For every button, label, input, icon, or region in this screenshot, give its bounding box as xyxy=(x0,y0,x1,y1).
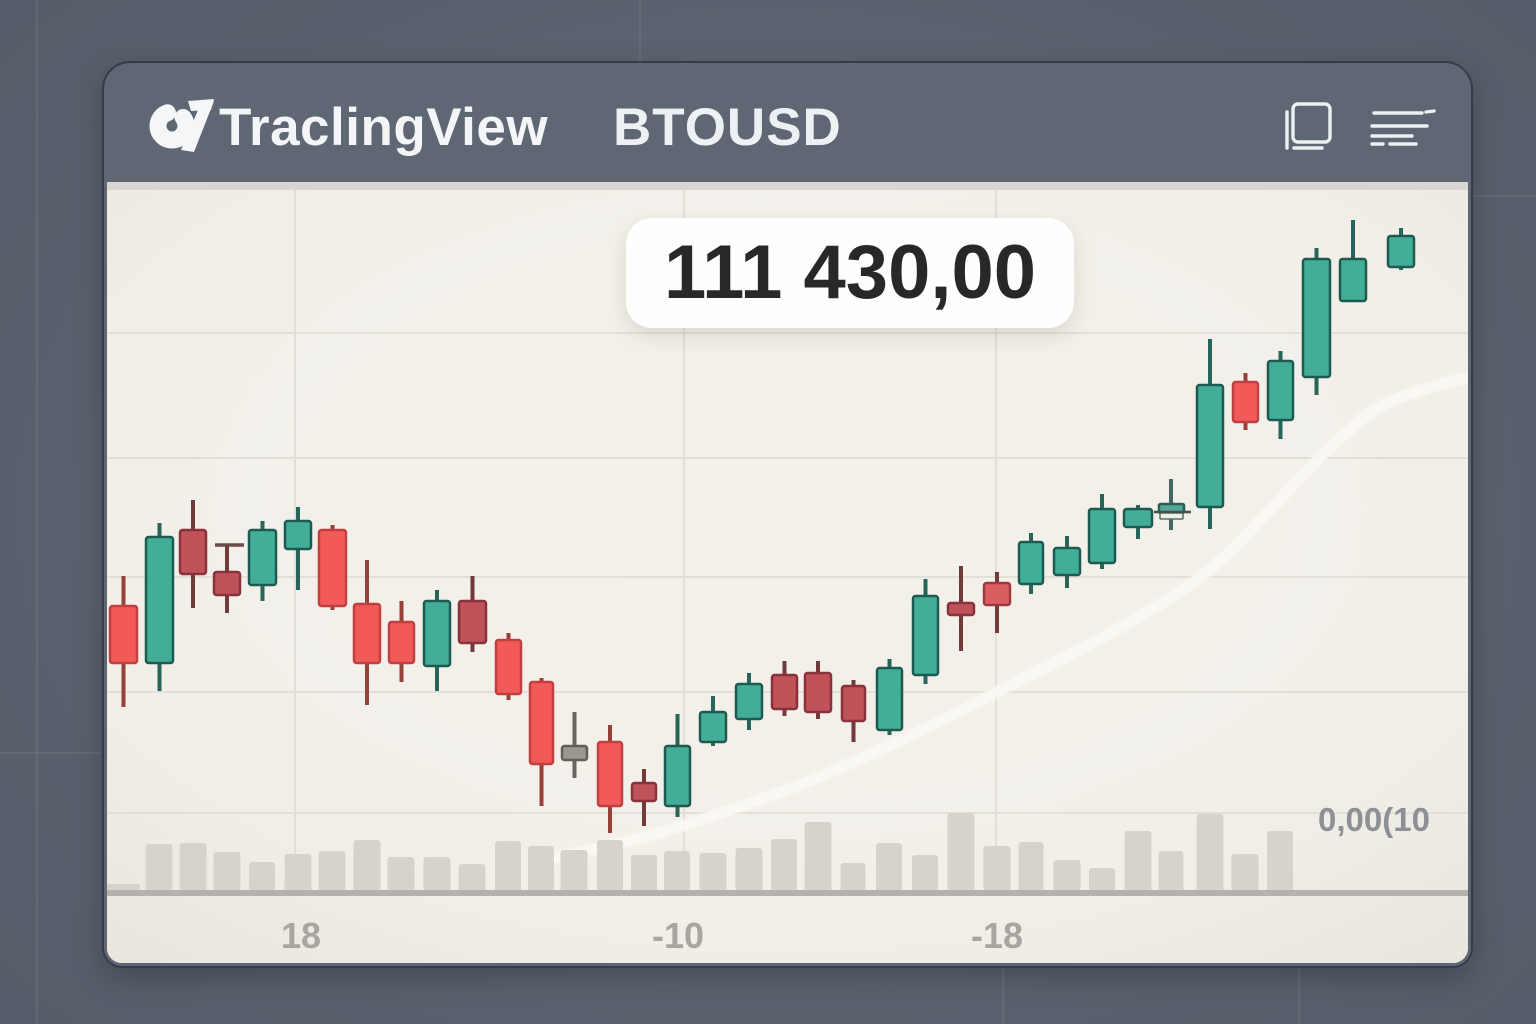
svg-text:0,00(10: 0,00(10 xyxy=(1318,801,1430,838)
svg-text:-10: -10 xyxy=(652,915,704,956)
svg-text:-18: -18 xyxy=(971,915,1023,956)
svg-text:18: 18 xyxy=(281,915,321,956)
